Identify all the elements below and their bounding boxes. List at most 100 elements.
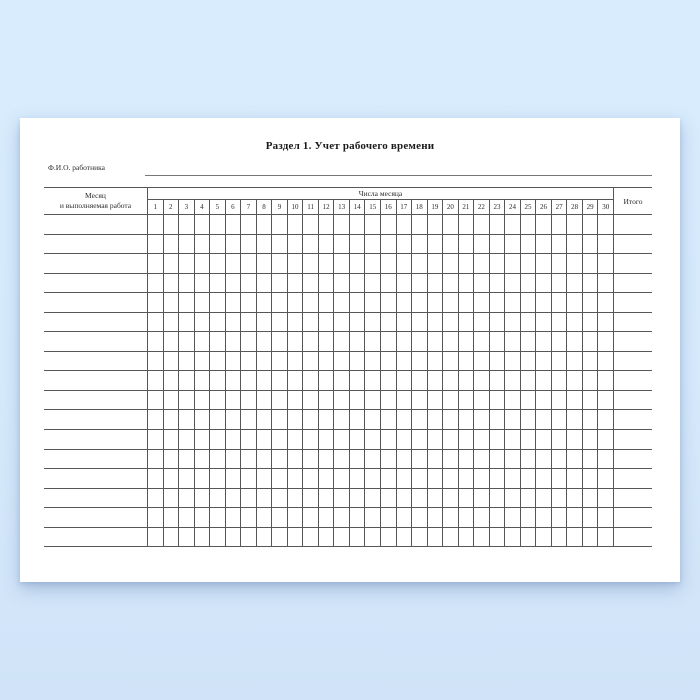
day-cell [162, 487, 179, 508]
day-cell [333, 448, 349, 469]
day-cell [395, 487, 412, 508]
day-cell [255, 409, 272, 430]
day-cell [504, 409, 520, 430]
day-cell [286, 331, 303, 351]
day-cell [597, 487, 613, 508]
day-cell [193, 253, 210, 273]
day-cell [535, 272, 551, 293]
day-cell [504, 350, 520, 371]
timesheet-row [44, 409, 652, 430]
day-cell [333, 468, 349, 488]
day-cell [209, 487, 225, 508]
day-cell [581, 429, 598, 449]
day-cell [162, 233, 179, 254]
day-number-header-cell: 19 [426, 199, 443, 214]
day-cell [581, 253, 598, 273]
month-and-work-cell [44, 507, 147, 527]
day-cell [442, 214, 458, 234]
total-cell [613, 526, 652, 547]
day-cell [333, 292, 349, 312]
day-cell [597, 370, 613, 390]
day-cell [348, 507, 365, 527]
day-cell [286, 487, 303, 508]
day-cell [379, 311, 396, 332]
day-cell [193, 389, 210, 410]
day-cell [162, 214, 179, 234]
day-cell [426, 331, 443, 351]
day-cell [333, 272, 349, 293]
day-cell [348, 292, 365, 312]
day-cell [317, 429, 334, 449]
day-number-header-cell: 26 [535, 199, 551, 214]
day-cell [348, 233, 365, 254]
day-cell [581, 389, 598, 410]
day-number-header-cell: 4 [193, 199, 210, 214]
day-cell [504, 448, 520, 469]
total-cell [613, 292, 652, 312]
day-cell [504, 526, 520, 547]
day-cell [147, 448, 163, 469]
day-cell [426, 468, 443, 488]
day-cell [348, 487, 365, 508]
day-cell [411, 370, 427, 390]
timesheet-row [44, 448, 652, 469]
month-header-line1: Месяц [85, 191, 106, 201]
day-cell [442, 389, 458, 410]
day-cell [147, 214, 163, 234]
day-cell [193, 233, 210, 254]
day-cell [255, 448, 272, 469]
day-cell [442, 487, 458, 508]
day-cell [426, 526, 443, 547]
day-cell [209, 311, 225, 332]
day-cell [255, 292, 272, 312]
day-cell [302, 311, 318, 332]
total-cell [613, 370, 652, 390]
timesheet-row [44, 272, 652, 293]
day-cell [271, 409, 287, 430]
day-cell [193, 214, 210, 234]
day-cell [147, 253, 163, 273]
total-cell [613, 214, 652, 234]
day-cell [162, 507, 179, 527]
day-cell [457, 311, 474, 332]
month-and-work-cell [44, 311, 147, 332]
day-cell [426, 448, 443, 469]
day-cell [597, 526, 613, 547]
day-number-header-cell: 29 [581, 199, 598, 214]
day-cell [209, 214, 225, 234]
day-number-header-cell: 28 [566, 199, 582, 214]
day-cell [193, 311, 210, 332]
day-cell [457, 409, 474, 430]
day-cell [317, 409, 334, 430]
day-cell [255, 350, 272, 371]
day-cell [271, 292, 287, 312]
day-cell [457, 448, 474, 469]
day-cell [442, 507, 458, 527]
day-cell [395, 350, 412, 371]
day-cell [395, 448, 412, 469]
day-cell [411, 409, 427, 430]
day-cell [442, 409, 458, 430]
total-cell [613, 448, 652, 469]
day-cell [457, 233, 474, 254]
total-cell [613, 311, 652, 332]
day-cell [240, 468, 256, 488]
day-cell [333, 370, 349, 390]
day-cell [379, 487, 396, 508]
day-cell [426, 429, 443, 449]
day-cell [333, 487, 349, 508]
day-cell [442, 350, 458, 371]
day-cell [379, 526, 396, 547]
day-cell [364, 468, 380, 488]
day-cell [333, 311, 349, 332]
day-cell [504, 233, 520, 254]
day-cell [504, 370, 520, 390]
timesheet-row [44, 350, 652, 371]
day-cell [162, 350, 179, 371]
day-cell [379, 507, 396, 527]
day-cell [550, 370, 567, 390]
day-cell [395, 507, 412, 527]
day-cell [457, 370, 474, 390]
day-cell [317, 370, 334, 390]
day-cell [519, 409, 536, 430]
